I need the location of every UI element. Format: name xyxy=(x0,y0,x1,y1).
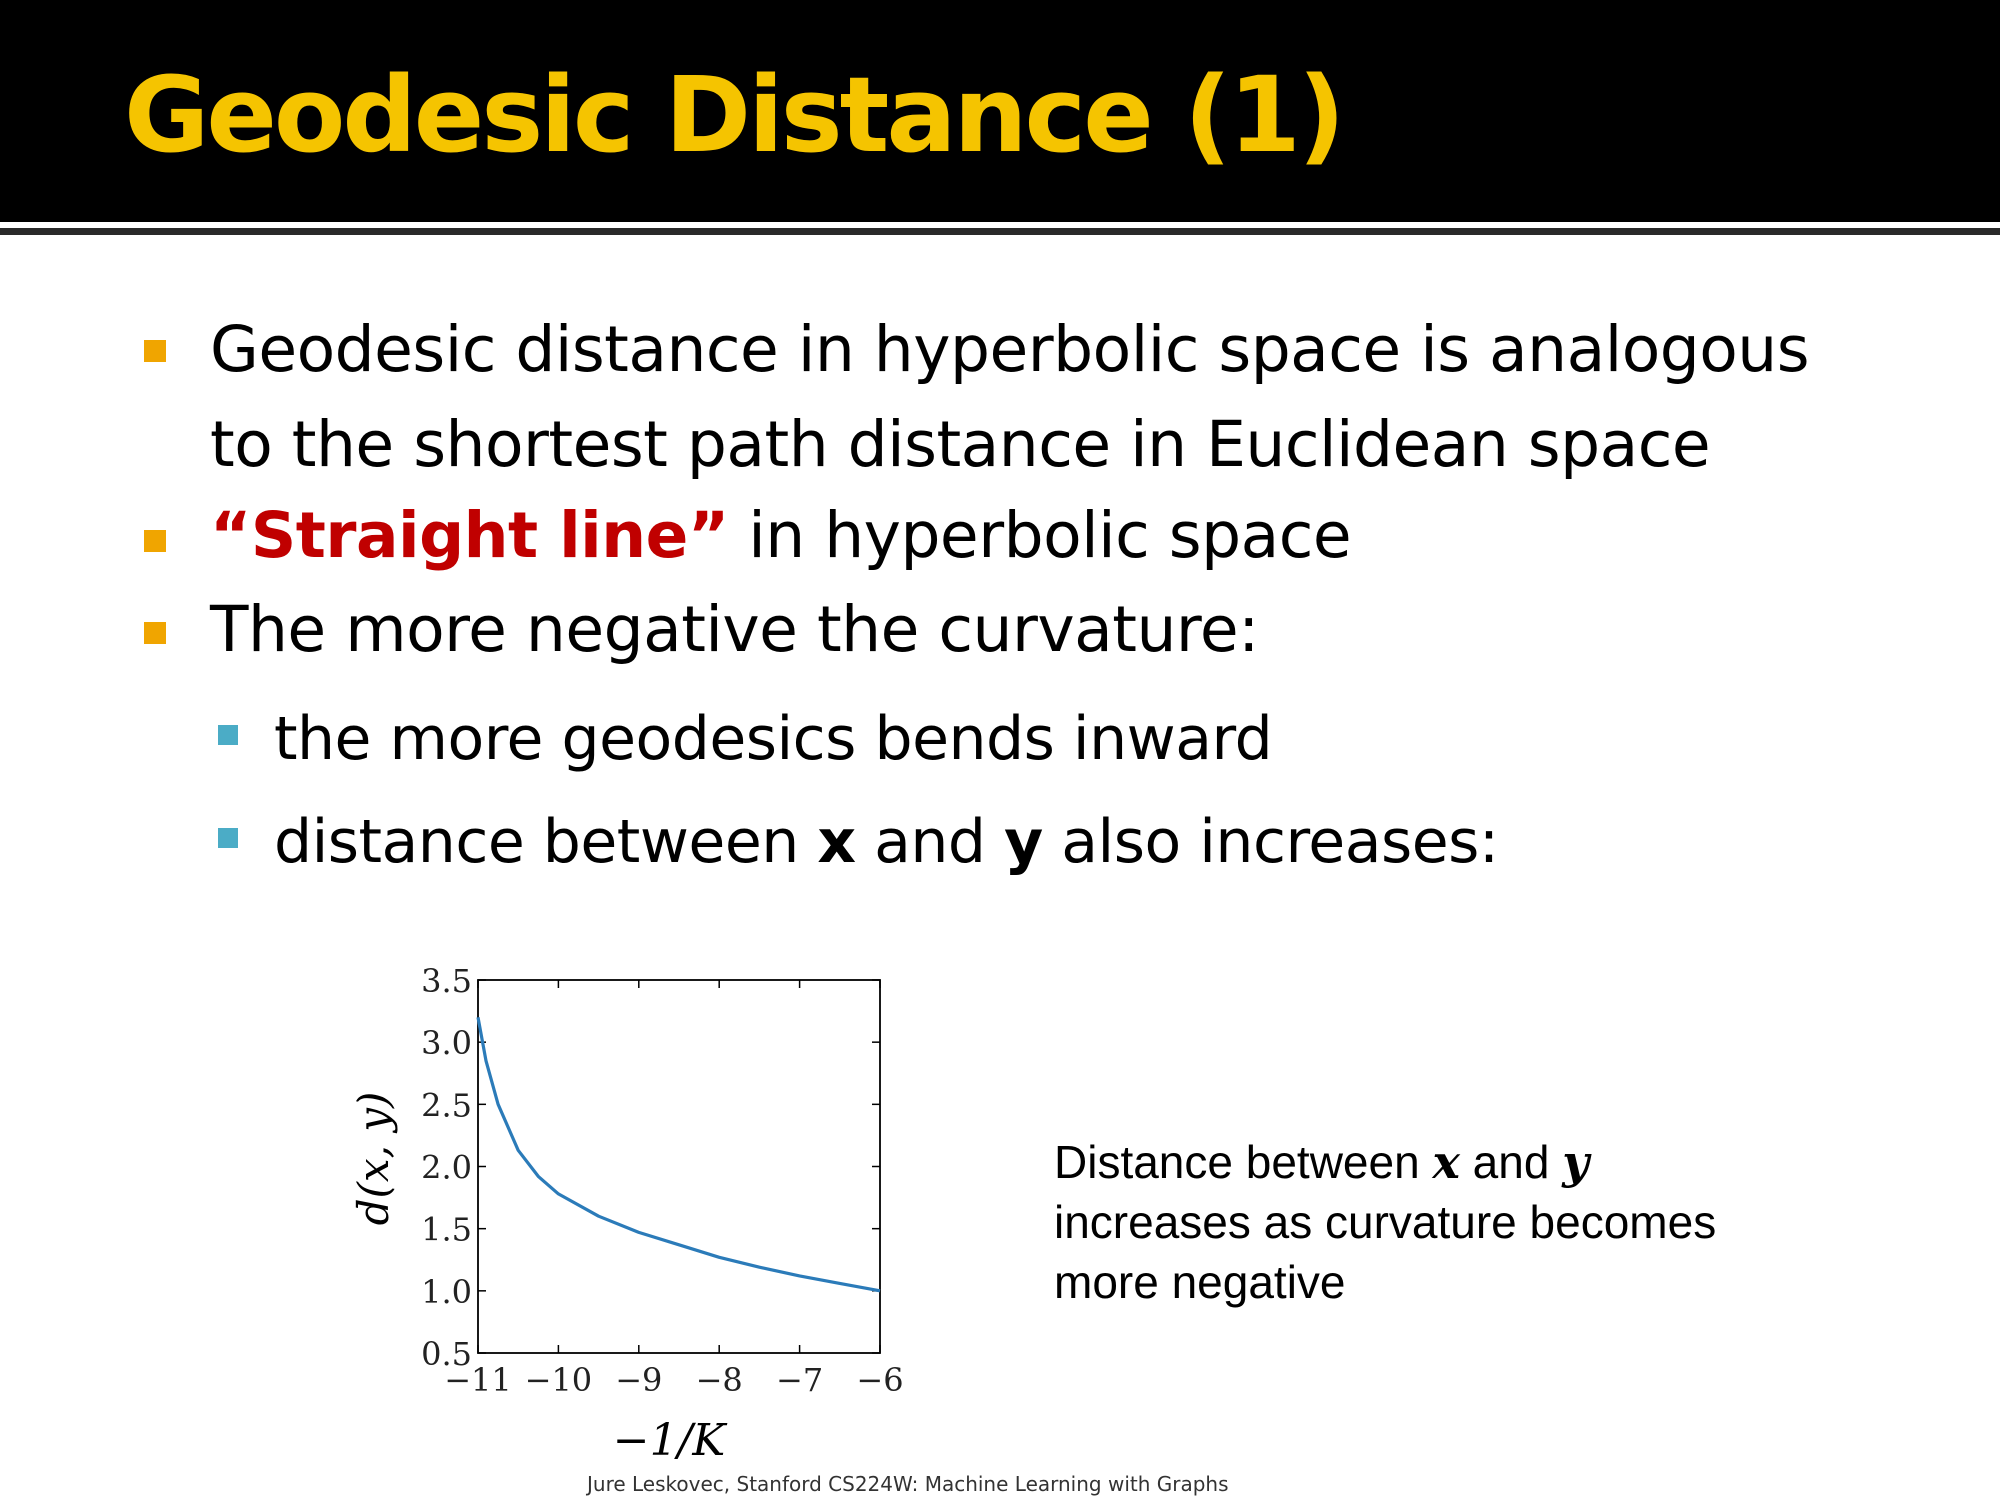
sub-bullet-segment: also increases: xyxy=(1042,807,1499,877)
variable-x: x xyxy=(817,807,856,877)
y-tick-label: 2.5 xyxy=(421,1086,472,1124)
x-tick-label: −6 xyxy=(856,1361,903,1399)
x-tick-label: −10 xyxy=(525,1361,593,1399)
caption-variable-x: x xyxy=(1432,1135,1460,1189)
caption-line-2: increases as curvature becomes xyxy=(1054,1196,1717,1248)
caption-variable-y: y xyxy=(1562,1135,1589,1189)
chart-caption: Distance between x and y increases as cu… xyxy=(1054,1132,1954,1312)
caption-line-1: Distance between x and y xyxy=(1054,1132,1954,1192)
title-divider-dark xyxy=(0,228,2000,235)
caption-segment: and xyxy=(1459,1136,1563,1188)
caption-line-3: more negative xyxy=(1054,1256,1346,1308)
x-tick-label: −8 xyxy=(696,1361,743,1399)
bullet-text: The more negative the curvature: xyxy=(210,593,1259,666)
x-tick-label: −9 xyxy=(615,1361,662,1399)
distance-curve xyxy=(476,1017,881,1293)
y-tick-label: 0.5 xyxy=(421,1335,472,1373)
plot-frame xyxy=(477,979,881,1354)
sub-bullet-text: distance between x and y also increases: xyxy=(274,812,1499,872)
x-tick-label: −11 xyxy=(444,1361,512,1399)
bullet-text: Geodesic distance in hyperbolic space is… xyxy=(210,313,1810,386)
x-axis-label: −1/K xyxy=(613,1415,728,1460)
y-tick-label: 3.5 xyxy=(421,962,472,1000)
emphasis-text: “Straight line” xyxy=(210,499,729,572)
variable-y: y xyxy=(1004,807,1043,877)
bullet-text-rest: in hyperbolic space xyxy=(728,499,1352,572)
x-tick-label: −7 xyxy=(776,1361,823,1399)
y-tick-label: 3.0 xyxy=(421,1024,472,1062)
sub-bullet-marker xyxy=(218,725,238,745)
bullet-text-continued: to the shortest path distance in Euclide… xyxy=(210,408,1711,481)
slide-title: Geodesic Distance (1) xyxy=(124,54,1345,176)
bullet-marker xyxy=(144,622,166,644)
bullet-marker xyxy=(144,340,166,362)
sub-bullet-segment: and xyxy=(855,807,1005,877)
caption-segment: Distance between xyxy=(1054,1136,1433,1188)
footer-credit: Jure Leskovec, Stanford CS224W: Machine … xyxy=(587,1472,1229,1496)
y-tick-label: 1.5 xyxy=(421,1211,472,1249)
y-axis-label: d(x, y) xyxy=(349,1092,398,1226)
title-divider-light xyxy=(0,222,2000,227)
y-tick-label: 1.0 xyxy=(421,1273,472,1311)
sub-bullet-text: the more geodesics bends inward xyxy=(274,704,1273,774)
distance-curvature-chart: −11 −10 −9 −8 −7 −6 0.5 1.0 1.5 2.0 2.5 3.0 3.5 −1/K… xyxy=(349,962,904,1460)
bullet-text: “Straight line” in hyperbolic space xyxy=(210,504,1352,567)
sub-bullet-marker xyxy=(218,828,238,848)
sub-bullet-segment: distance between xyxy=(274,807,818,877)
y-tick-label: 2.0 xyxy=(421,1149,472,1187)
title-bar: Geodesic Distance (1) xyxy=(0,0,2000,222)
bullet-marker xyxy=(144,530,166,552)
